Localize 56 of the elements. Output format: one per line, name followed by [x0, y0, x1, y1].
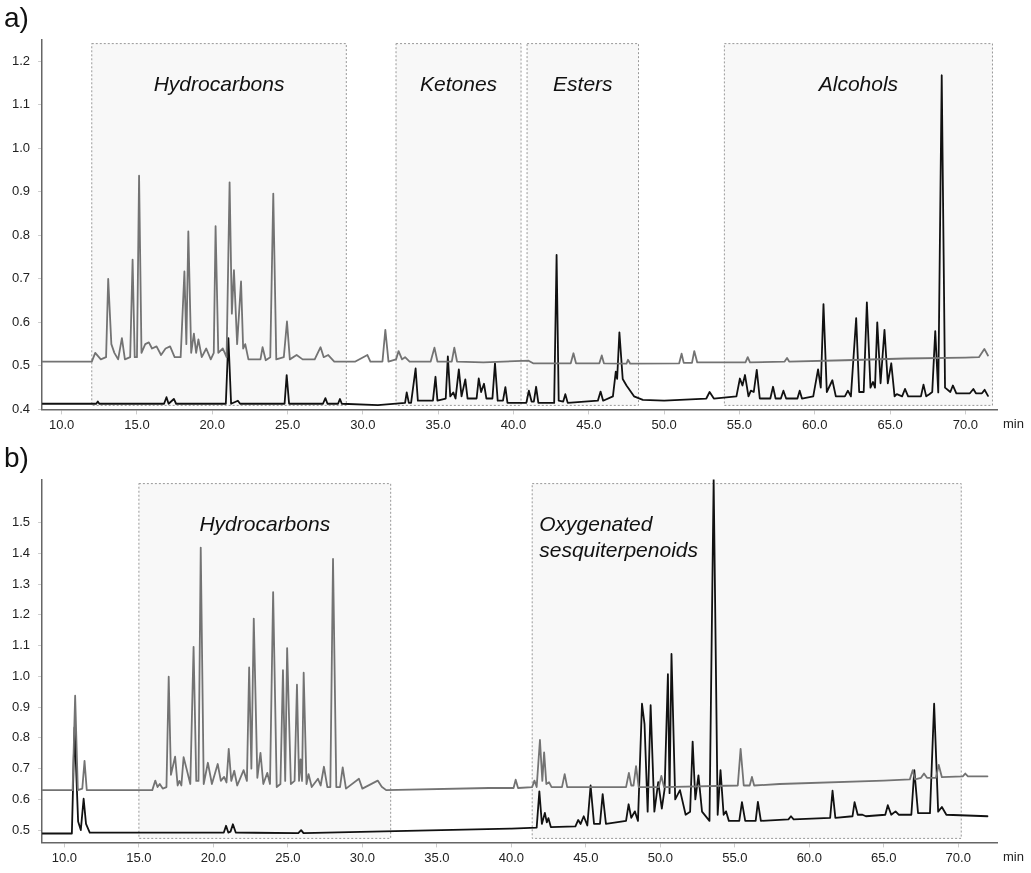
y-tick-label: 0.7: [11, 270, 31, 286]
y-tick-label: 1.1: [11, 96, 31, 112]
x-tick-label: 65.0: [877, 416, 903, 432]
band-label: Hydrocarbons: [153, 72, 285, 96]
x-tick-label: 45.0: [573, 849, 599, 865]
band-label: Ketones: [420, 72, 498, 96]
y-tick-label: 0.5: [11, 821, 31, 837]
chart-title: a): [4, 1, 29, 33]
y-tick-label: 1.4: [11, 544, 31, 560]
x-tick-label: 30.0: [349, 849, 376, 865]
x-tick-label: 60.0: [796, 849, 822, 865]
y-tick-label: 1.2: [11, 606, 31, 622]
x-tick-label: 70.0: [952, 416, 979, 432]
y-tick-label: 0.9: [11, 698, 31, 714]
y-tick-label: 1.0: [11, 667, 31, 683]
x-tick-label: 70.0: [945, 849, 971, 865]
x-tick-label: 10.0: [49, 416, 75, 432]
x-tick-label: 35.0: [424, 849, 450, 865]
x-tick-label: 50.0: [651, 416, 677, 432]
x-axis-title: min: [1003, 416, 1024, 432]
x-tick-label: 60.0: [802, 416, 828, 432]
x-tick-label: 25.0: [274, 416, 301, 432]
x-tick-label: 10.0: [51, 849, 78, 865]
y-tick-label: 0.6: [11, 790, 31, 806]
y-tick-label: 0.6: [11, 313, 31, 329]
band-label: Esters: [553, 72, 614, 96]
y-tick-label: 1.5: [11, 514, 31, 530]
x-tick-label: 25.0: [275, 849, 301, 865]
x-axis-title: min: [1003, 849, 1024, 865]
y-tick-label: 1.1: [11, 637, 31, 653]
band-label: Hydrocarbons: [199, 512, 331, 536]
y-tick-label: 1.0: [11, 139, 31, 155]
chart-title: b): [4, 441, 29, 473]
x-tick-label: 20.0: [199, 416, 225, 432]
y-tick-label: 0.8: [11, 729, 31, 745]
x-tick-label: 45.0: [576, 416, 602, 432]
band-label: Alcohols: [816, 72, 899, 96]
y-tick-label: 0.8: [11, 226, 31, 242]
x-tick-label: 30.0: [350, 416, 376, 432]
x-tick-label: 55.0: [726, 416, 753, 432]
y-tick-label: 0.5: [11, 357, 31, 373]
x-tick-label: 15.0: [124, 416, 150, 432]
y-tick-label: 0.9: [11, 183, 31, 199]
y-tick-label: 1.2: [11, 52, 31, 68]
x-tick-label: 20.0: [200, 849, 227, 865]
x-tick-label: 40.0: [500, 416, 527, 432]
y-tick-label: 0.7: [11, 760, 31, 776]
x-tick-label: 65.0: [871, 849, 897, 865]
x-tick-label: 50.0: [647, 849, 673, 865]
x-tick-label: 15.0: [126, 849, 152, 865]
x-tick-label: 55.0: [722, 849, 748, 865]
band-label: Oxygenated sesquiterpenoids: [539, 512, 699, 562]
y-tick-label: 1.3: [11, 575, 31, 591]
x-tick-label: 35.0: [425, 416, 451, 432]
y-tick-label: 0.4: [11, 400, 31, 416]
x-tick-label: 40.0: [498, 849, 524, 865]
